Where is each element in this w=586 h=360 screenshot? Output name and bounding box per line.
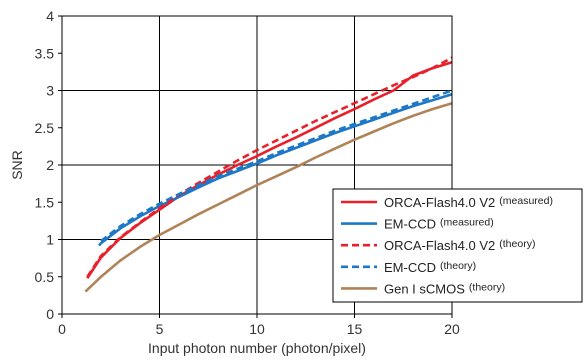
y-axis-label: SNR <box>9 150 25 180</box>
y-tick-label-5: 2.5 <box>35 120 55 136</box>
y-tick-label-7: 3.5 <box>35 45 55 61</box>
series-layer <box>84 56 453 293</box>
y-tick-label-6: 3 <box>46 83 54 99</box>
series-line-4 <box>84 101 453 293</box>
x-tick-label-0: 0 <box>58 321 66 337</box>
tick-labels: 0 5 10 15 20 0 0.5 1 1.5 2 2.5 3 3.5 4 <box>35 8 460 337</box>
y-tick-label-2: 1 <box>46 232 54 248</box>
y-tick-label-4: 2 <box>46 157 54 173</box>
series-line-3 <box>100 89 453 243</box>
legend-note-2: (theory) <box>499 238 535 250</box>
series-line-2 <box>86 56 453 278</box>
axes <box>58 15 453 318</box>
legend-note-3: (theory) <box>440 260 476 272</box>
y-tick-label-1: 0.5 <box>35 269 55 285</box>
y-tick-label-3: 1.5 <box>35 194 55 210</box>
series-line-1 <box>98 92 453 247</box>
legend-note-0: (measured) <box>499 195 553 207</box>
x-tick-label-2: 10 <box>249 321 265 337</box>
legend: ORCA-Flash4.0 V2 (measured)EM-CCD (measure… <box>332 188 583 303</box>
y-tick-label-0: 0 <box>46 306 54 322</box>
legend-note-4: (theory) <box>469 281 505 293</box>
x-tick-label-4: 20 <box>444 321 460 337</box>
x-tick-label-3: 15 <box>347 321 363 337</box>
x-tick-label-1: 5 <box>156 321 164 337</box>
legend-label-3: EM-CCD (theory) <box>384 260 476 275</box>
legend-note-1: (measured) <box>440 217 494 229</box>
legend-label-4: Gen I sCMOS (theory) <box>384 281 505 296</box>
y-tick-label-8: 4 <box>46 8 54 24</box>
legend-label-0: ORCA-Flash4.0 V2 (measured) <box>384 195 553 210</box>
x-axis-label: Input photon number (photon/pixel) <box>148 340 366 356</box>
